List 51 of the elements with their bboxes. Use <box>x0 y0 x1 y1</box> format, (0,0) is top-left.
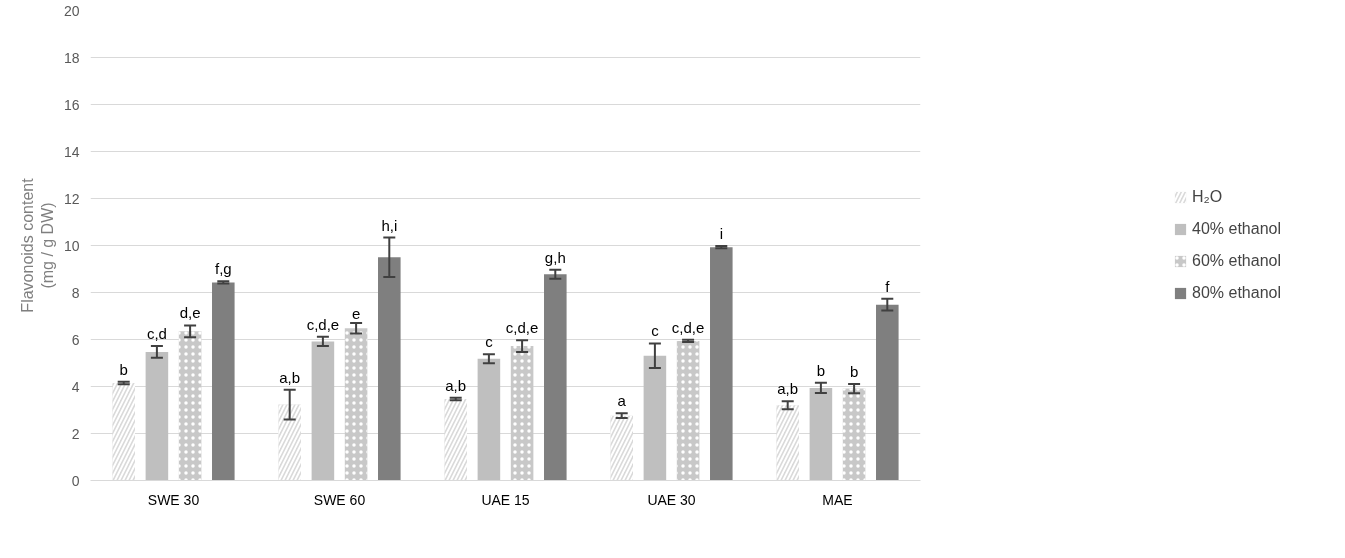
y-tick-label: 16 <box>63 96 80 113</box>
data-label: h,i <box>381 216 398 234</box>
data-label: b <box>816 361 826 379</box>
data-label: c,d,e <box>671 318 705 336</box>
data-label: b <box>849 362 859 380</box>
y-tick-label: 4 <box>71 378 80 395</box>
data-label: d,e <box>179 304 201 322</box>
data-label: e <box>351 305 361 323</box>
bar <box>145 351 169 481</box>
data-label: a <box>617 392 627 410</box>
bar <box>643 355 667 481</box>
bar <box>809 387 833 481</box>
legend-label: H₂O <box>1192 188 1223 206</box>
data-label: c,d,e <box>306 315 340 333</box>
bar <box>876 304 899 481</box>
data-label: a,b <box>777 380 799 398</box>
x-tick-label: SWE 60 <box>313 491 366 508</box>
y-tick-label: 20 <box>63 2 80 19</box>
x-tick-label: UAE 30 <box>647 491 696 508</box>
y-tick-label: 18 <box>63 49 80 66</box>
y-tick-label: 8 <box>71 284 80 301</box>
data-label: f <box>885 277 891 295</box>
bar <box>710 247 733 481</box>
y-tick-label: 10 <box>63 237 80 254</box>
data-label: i <box>719 224 723 242</box>
data-label: c <box>651 322 660 340</box>
data-label: b <box>119 360 128 378</box>
legend-label: 60% ethanol <box>1192 252 1281 270</box>
bar <box>311 341 335 481</box>
legend-label: 80% ethanol <box>1192 284 1281 302</box>
y-tick-label: 0 <box>71 472 80 489</box>
data-label: a,b <box>445 376 467 394</box>
y-tick-label: 6 <box>71 331 80 348</box>
data-label: f,g <box>214 260 232 278</box>
y-tick-label: 12 <box>63 190 80 207</box>
bar <box>544 274 567 481</box>
y-tick-label: 14 <box>63 143 80 160</box>
x-tick-label: SWE 30 <box>147 491 200 508</box>
legend-label: 40% ethanol <box>1192 220 1281 238</box>
data-label: g,h <box>544 248 566 266</box>
data-label: a,b <box>279 368 301 386</box>
x-tick-label: UAE 15 <box>481 491 530 508</box>
y-tick-label: 2 <box>71 425 80 442</box>
x-tick-label: MAE <box>822 491 853 508</box>
bar <box>212 282 235 481</box>
y-axis-title: Flavonoids content (mg / g DW) <box>18 177 56 313</box>
data-label: c,d,e <box>505 319 539 337</box>
data-label: c,d <box>146 325 167 343</box>
data-label: c <box>485 333 494 351</box>
bar <box>477 358 501 481</box>
bar <box>378 257 401 481</box>
